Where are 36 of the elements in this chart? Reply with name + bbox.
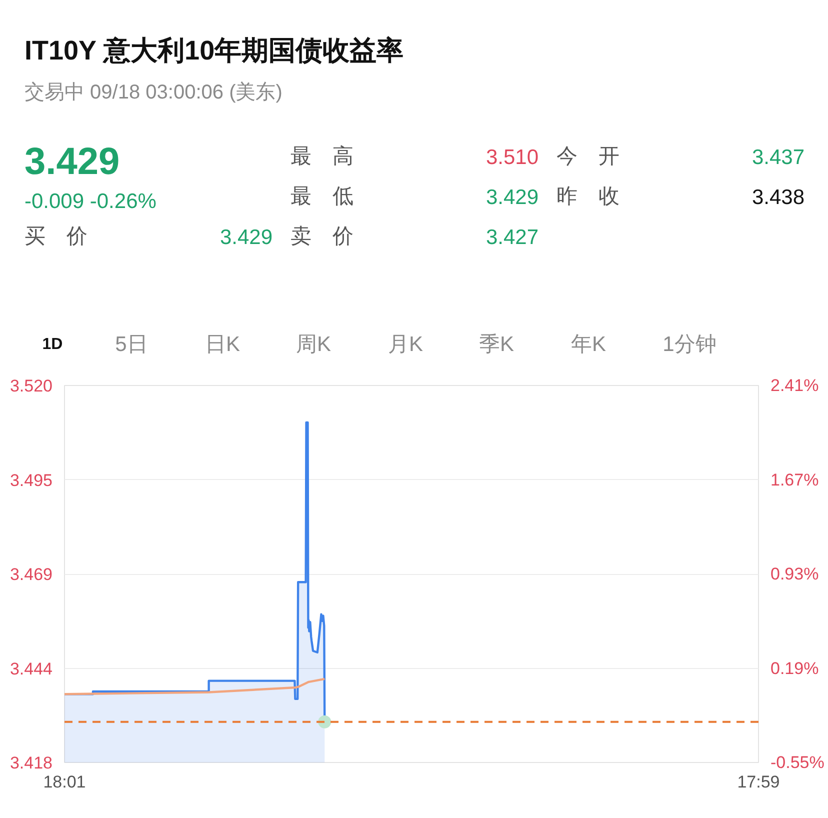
y2-tick-label: 1.67% [770, 470, 819, 490]
text: 3.429 [220, 226, 273, 249]
y-tick-label: 3.418 [10, 754, 53, 772]
text: 卖 价 [290, 225, 354, 248]
text: 3.429 [486, 186, 539, 209]
y-tick-label: 3.520 [10, 376, 53, 396]
text: 今 开 [556, 145, 620, 168]
text: 日K [204, 333, 240, 356]
x-tick-label: 18:01 [43, 772, 86, 792]
text: 1分钟 [662, 333, 716, 356]
text: 3.437 [752, 146, 805, 169]
text: 3.429 [24, 141, 120, 183]
text: 年K [570, 333, 606, 356]
text: 5日 [115, 333, 148, 356]
y-tick-label: 3.444 [10, 659, 53, 678]
y2-tick-label: 2.41% [770, 376, 819, 395]
x-tick-label: 17:59 [737, 772, 780, 792]
y2-tick-label: -0.55% [770, 753, 824, 772]
text: 3.427 [486, 226, 539, 249]
y-tick-label: 3.495 [10, 470, 53, 490]
text: 3.510 [486, 146, 539, 169]
y-tick-label: 3.469 [10, 565, 53, 584]
text: -0.009 -0.26% [24, 190, 156, 213]
text: 买 价 [24, 225, 88, 248]
text: 3.438 [752, 186, 805, 209]
chart-title: IT10Y 意大利10年期国债收益率 [24, 36, 404, 66]
y2-tick-label: 0.19% [770, 658, 819, 678]
text: 1D [42, 336, 63, 353]
text: 最 高 [290, 145, 354, 168]
text: 季K [478, 333, 514, 356]
y2-tick-label: 0.93% [770, 564, 819, 584]
text: 昨 收 [556, 185, 620, 208]
text: 最 低 [290, 185, 354, 208]
chart-subtitle: 交易中 09/18 03:00:06 (美东) [24, 80, 282, 104]
text: 月K [388, 333, 424, 356]
text: 周K [296, 333, 332, 356]
